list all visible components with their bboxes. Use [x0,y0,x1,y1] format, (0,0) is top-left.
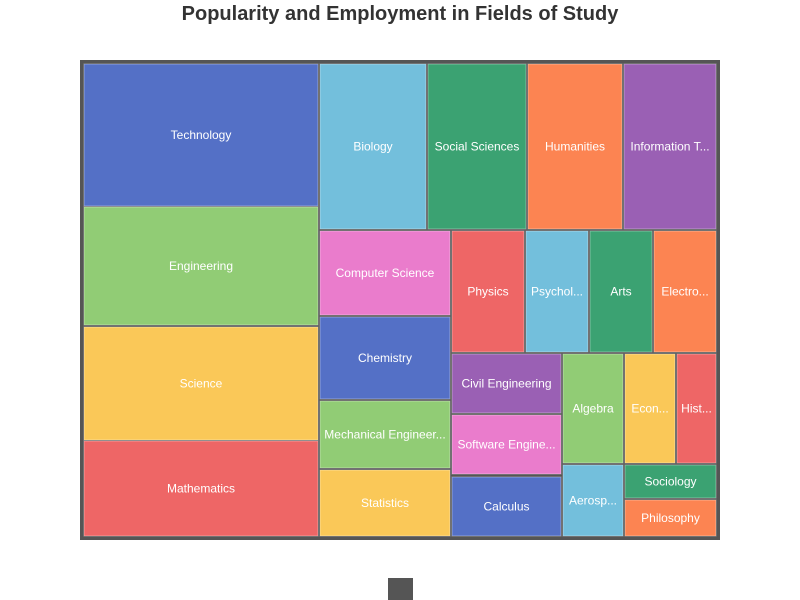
tile-label-economics: Econ... [631,402,668,416]
tile-label-mechanical-engineering: Mechanical Engineer... [324,428,445,442]
tile-humanities[interactable] [527,63,623,230]
tile-calculus[interactable] [451,476,562,537]
tile-statistics[interactable] [319,469,451,537]
legend-swatch[interactable] [388,578,413,600]
tile-label-engineering: Engineering [169,259,233,273]
tile-label-aerospace: Aerosp... [569,494,617,508]
tile-mechanical-engineering[interactable] [319,400,451,469]
tile-label-social-sciences: Social Sciences [435,140,520,154]
tile-label-software-engineering: Software Engine... [457,438,555,452]
tile-label-history: Hist... [681,402,712,416]
tile-label-chemistry: Chemistry [358,351,412,365]
tile-software-engineering[interactable] [451,414,562,475]
tile-engineering[interactable] [83,206,319,326]
tile-label-physics: Physics [467,285,508,299]
tile-label-civil-engineering: Civil Engineering [461,377,551,391]
tile-label-technology: Technology [171,128,232,142]
tile-label-arts: Arts [610,285,631,299]
tile-label-mathematics: Mathematics [167,482,235,496]
tile-label-information-technology: Information T... [630,140,709,154]
tile-arts[interactable] [589,230,653,353]
tile-civil-engineering[interactable] [451,353,562,414]
tile-computer-science[interactable] [319,230,451,316]
tile-mathematics[interactable] [83,440,319,537]
tile-label-electronics: Electro... [661,285,708,299]
tile-electronics[interactable] [653,230,717,353]
tile-economics[interactable] [624,353,676,464]
tile-history[interactable] [676,353,717,464]
chart-title: Popularity and Employment in Fields of S… [181,3,619,25]
tile-physics[interactable] [451,230,525,353]
tile-algebra[interactable] [562,353,624,464]
tile-label-statistics: Statistics [361,496,409,510]
tile-information-technology[interactable] [623,63,717,230]
tile-science[interactable] [83,326,319,441]
tile-label-computer-science: Computer Science [336,266,435,280]
tile-chemistry[interactable] [319,316,451,400]
tile-label-biology: Biology [353,140,392,154]
tile-sociology[interactable] [624,464,717,499]
tile-label-philosophy: Philosophy [641,511,700,525]
tile-social-sciences[interactable] [427,63,527,230]
tile-philosophy[interactable] [624,499,717,537]
tile-aerospace[interactable] [562,464,624,537]
tile-label-algebra: Algebra [572,402,614,416]
tile-biology[interactable] [319,63,427,230]
tile-technology[interactable] [83,63,319,207]
tile-label-psychology: Psychol... [531,285,583,299]
tile-label-humanities: Humanities [545,140,605,154]
tile-label-science: Science [180,377,223,391]
tile-psychology[interactable] [525,230,589,353]
tile-label-sociology: Sociology [644,475,696,489]
tile-label-calculus: Calculus [483,500,529,514]
